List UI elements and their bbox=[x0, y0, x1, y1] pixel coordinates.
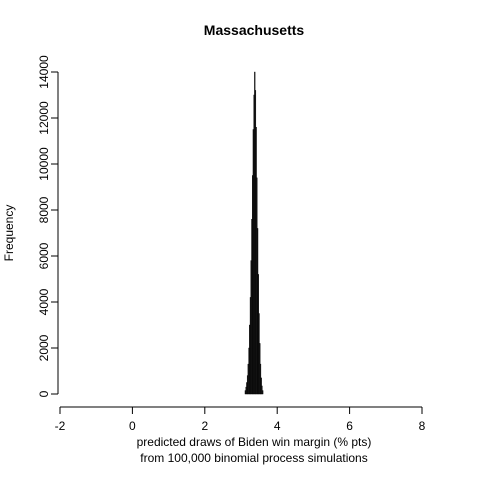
y-tick-label: 6000 bbox=[37, 242, 51, 269]
x-axis-label: predicted draws of Biden win margin (% p… bbox=[137, 435, 372, 449]
x-tick-label: 4 bbox=[274, 419, 281, 433]
x-axis: -2 0 2 4 6 8 bbox=[55, 406, 426, 433]
x-tick-label: 8 bbox=[419, 419, 426, 433]
x-tick-label: 0 bbox=[129, 419, 136, 433]
chart-title: Massachusetts bbox=[204, 22, 305, 38]
histogram-bar bbox=[261, 385, 263, 395]
y-axis-label: Frequency bbox=[2, 205, 16, 262]
y-tick-label: 14000 bbox=[37, 55, 51, 89]
y-tick-label: 0 bbox=[37, 390, 51, 397]
histogram-bars bbox=[244, 71, 264, 395]
y-tick-label: 2000 bbox=[37, 334, 51, 361]
y-tick-label: 4000 bbox=[37, 288, 51, 315]
histogram-bar bbox=[262, 390, 264, 395]
y-tick-label: 8000 bbox=[37, 196, 51, 223]
y-tick-label: 12000 bbox=[37, 101, 51, 135]
y-axis: 0 2000 4000 6000 8000 10000 12000 14000 bbox=[37, 55, 59, 397]
x-tick-label: 6 bbox=[346, 419, 353, 433]
x-tick-label: -2 bbox=[55, 419, 66, 433]
y-tick-label: 10000 bbox=[37, 147, 51, 181]
x-tick-label: 2 bbox=[201, 419, 208, 433]
x-axis-label-subtitle: from 100,000 binomial process simulation… bbox=[140, 451, 367, 465]
